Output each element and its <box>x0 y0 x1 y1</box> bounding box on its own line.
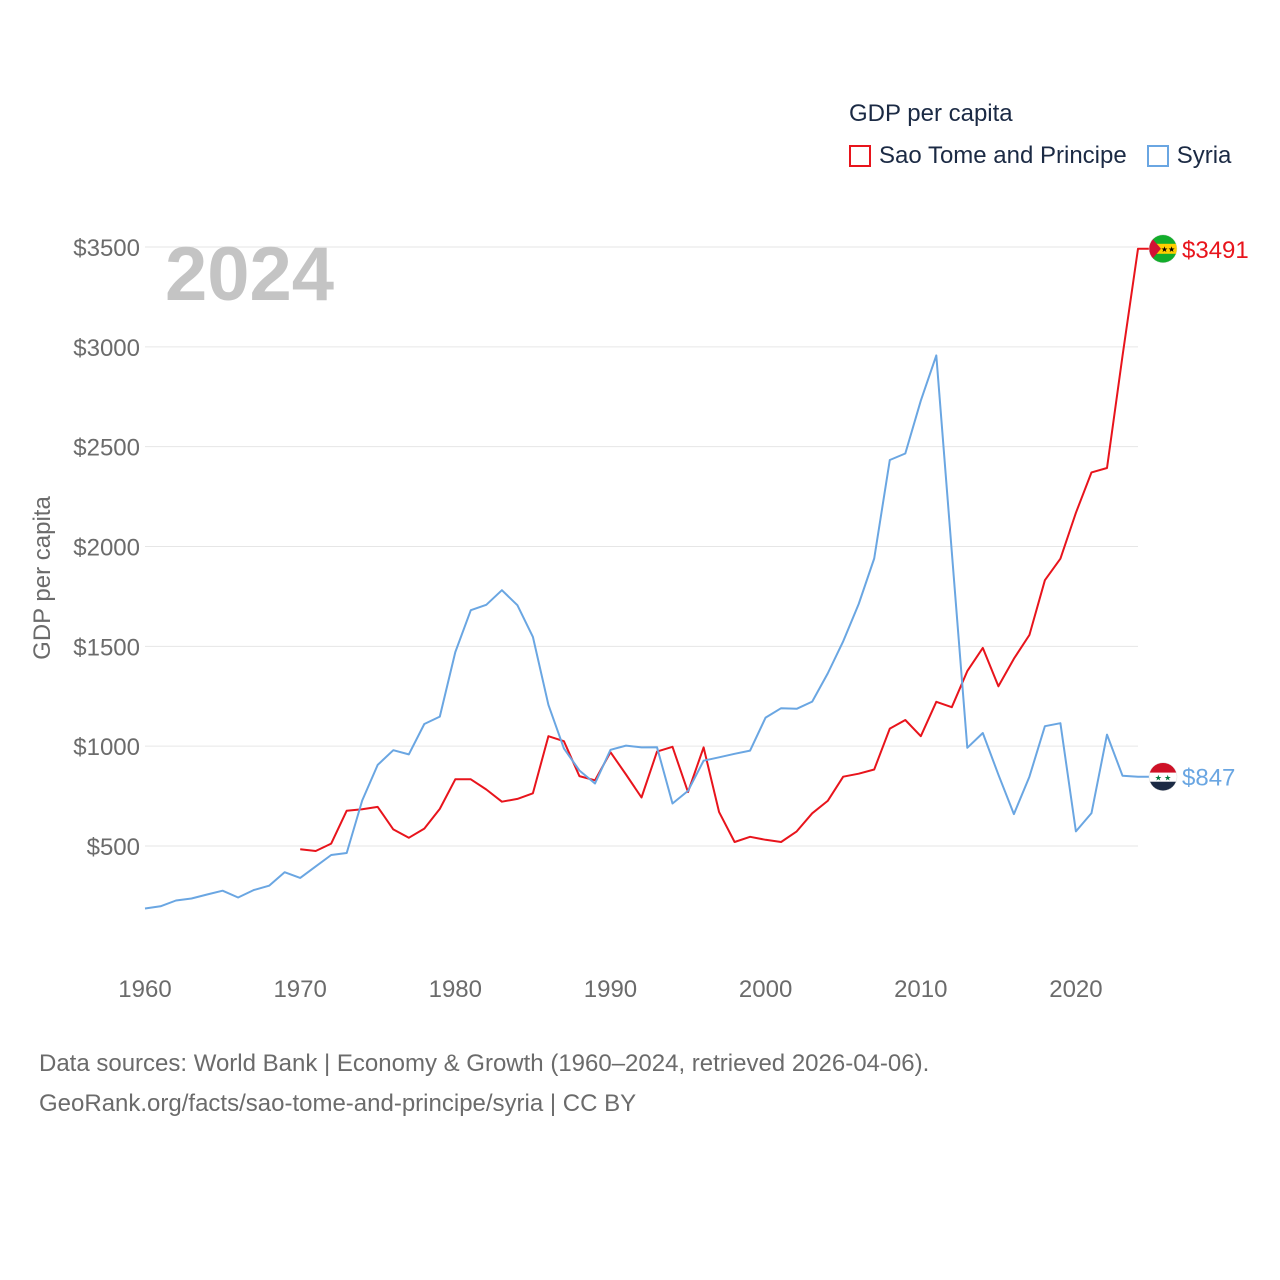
x-tick-label: 2000 <box>739 976 792 1003</box>
x-tick-label: 1970 <box>273 976 326 1003</box>
end-markers: ★★ $3491 ★ ★ $847 <box>1148 234 1249 792</box>
y-tick-label: $500 <box>87 834 140 861</box>
x-tick-label: 2020 <box>1049 976 1102 1003</box>
footer-url: GeoRank.org/facts/sao-tome-and-principe/… <box>39 1090 637 1117</box>
legend: Sao Tome and Principe Syria <box>849 142 1251 170</box>
series-line-syria <box>144 354 1163 910</box>
flag-outline <box>1148 762 1178 791</box>
flag-white <box>1149 772 1177 782</box>
flag-red <box>1149 762 1177 773</box>
sao-tome-flag-icon: ★★ <box>1148 234 1178 264</box>
y-tick-label: $3000 <box>73 335 140 362</box>
legend-label-sao-tome: Sao Tome and Principe <box>879 142 1127 169</box>
x-tick-label: 1960 <box>118 976 171 1003</box>
flag-triangle <box>1149 234 1161 263</box>
flag-body: ★ ★ <box>1149 762 1177 791</box>
legend-swatch-syria <box>1146 145 1169 167</box>
y-axis-ticks: $500 $1000 $1500 $2000 $2500 $3000 $3500 <box>73 235 140 861</box>
y-tick-label: $2500 <box>73 435 140 462</box>
legend-title: GDP per capita <box>849 100 1013 127</box>
flag-stars: ★ ★ <box>1155 774 1172 783</box>
legend-item-syria[interactable]: Syria <box>1146 142 1232 170</box>
x-tick-label: 1990 <box>584 976 637 1003</box>
series-line-sao-tome <box>300 247 1163 852</box>
year-watermark: 2024 <box>165 232 334 317</box>
x-tick-label: 1980 <box>429 976 482 1003</box>
syria-flag-icon: ★ ★ <box>1148 762 1178 791</box>
flag-body: ★★ <box>1149 234 1177 263</box>
legend-item-sao-tome[interactable]: Sao Tome and Principe <box>849 142 1127 170</box>
legend-label-syria: Syria <box>1176 142 1232 169</box>
chart-gridlines <box>145 246 1138 847</box>
flag-stars: ★★ <box>1161 245 1175 254</box>
end-value-label: $3491 <box>1182 237 1249 264</box>
chart-footer: Data sources: World Bank | Economy & Gro… <box>39 1044 929 1124</box>
flag-outline <box>1148 234 1178 264</box>
footer-sources: Data sources: World Bank | Economy & Gro… <box>39 1050 930 1077</box>
x-tick-label: 2010 <box>894 976 947 1003</box>
y-tick-label: $2000 <box>73 535 140 562</box>
x-axis-ticks: 1960 1970 1980 1990 2000 2010 2020 <box>118 976 1102 1003</box>
legend-swatch-sao-tome <box>849 145 871 167</box>
y-tick-label: $1000 <box>73 734 140 761</box>
flag-dark <box>1149 781 1177 791</box>
flag-yellow <box>1149 243 1177 254</box>
chart-series <box>144 247 1163 910</box>
y-tick-label: $3500 <box>73 235 140 262</box>
y-tick-label: $1500 <box>73 634 140 661</box>
end-value-label: $847 <box>1182 765 1235 792</box>
y-axis-label: GDP per capita <box>29 496 56 660</box>
